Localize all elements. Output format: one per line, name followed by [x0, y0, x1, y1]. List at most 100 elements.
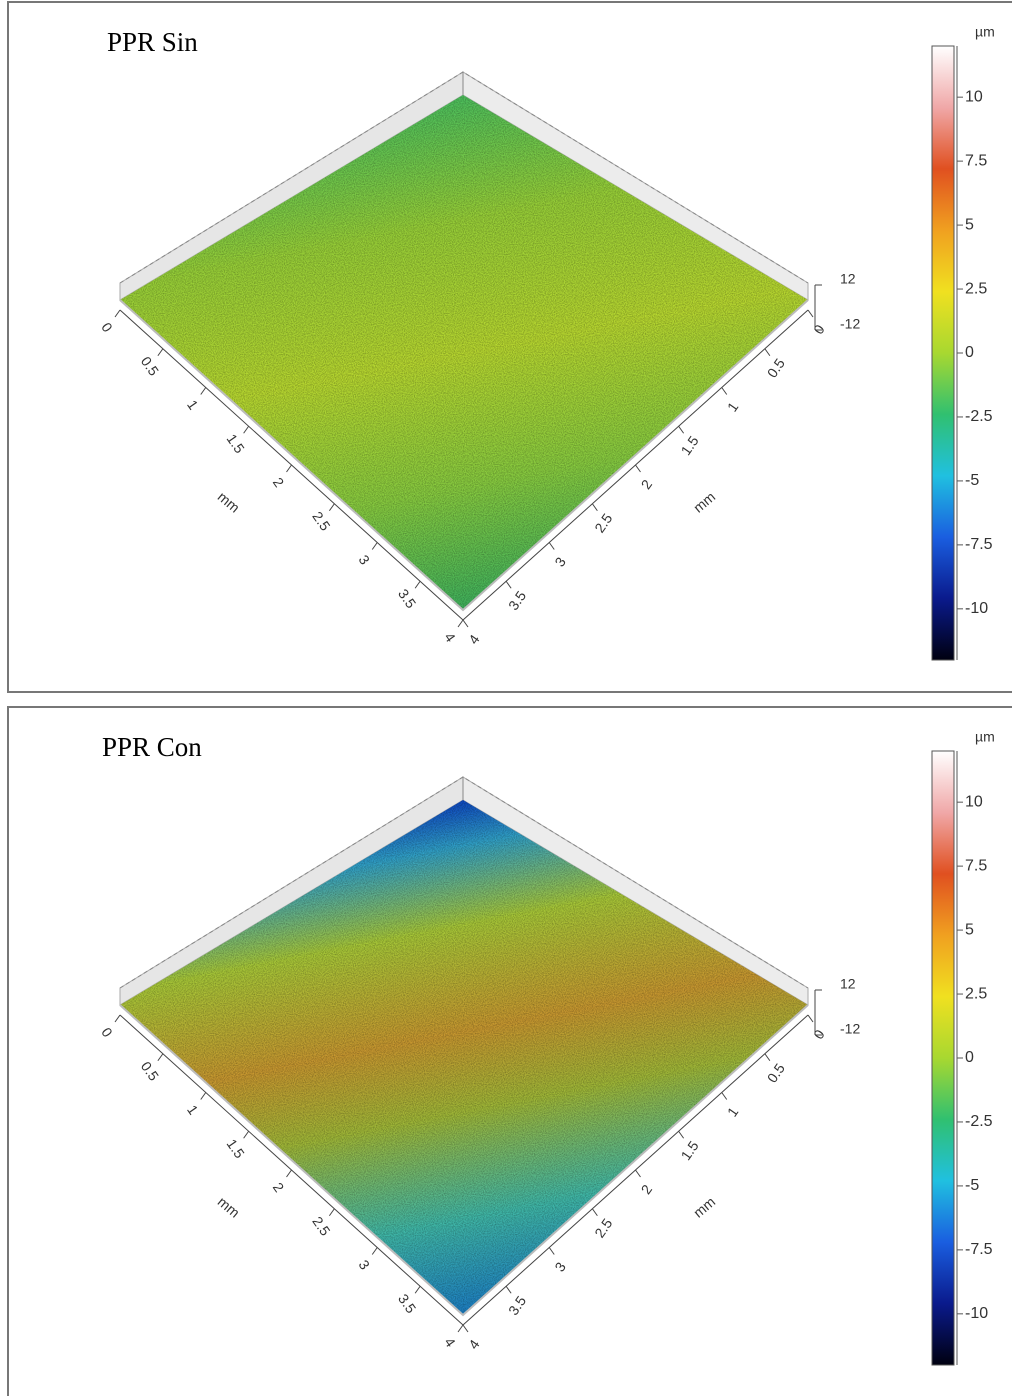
y-tick-label: 1: [724, 1104, 742, 1120]
y-tick: [505, 1285, 512, 1294]
x-tick: [114, 1014, 121, 1023]
x-tick: [157, 348, 164, 357]
y-tick-label: 3: [551, 554, 569, 570]
x-tick-label: 2.5: [309, 508, 333, 533]
x-tick: [457, 1324, 464, 1333]
x-tick: [243, 425, 250, 434]
x-tick-label: 0.5: [138, 1058, 162, 1083]
z-tick-label: -12: [840, 316, 860, 332]
y-tick: [462, 1324, 469, 1333]
colorbar-unit: µm: [975, 729, 995, 745]
y-tick-label: 1.5: [677, 1138, 701, 1163]
y-tick-label: 4: [465, 1336, 483, 1352]
x-tick-label: 3: [356, 1257, 374, 1273]
y-tick: [548, 1247, 555, 1255]
x-tick-label: 0: [98, 1024, 116, 1040]
y-tick-label: 2: [638, 476, 656, 492]
y-tick-label: 2.5: [591, 510, 615, 535]
z-tick-label: 12: [840, 976, 856, 992]
x-tick: [286, 1169, 292, 1178]
y-tick: [807, 309, 814, 318]
x-tick: [414, 1285, 421, 1294]
colorbar-tick-label: 7.5: [965, 857, 987, 874]
x-tick-label: 1: [184, 1102, 202, 1118]
colorbar-tick-label: -7.5: [965, 1241, 993, 1258]
colorbar-tick-label: 7.5: [965, 152, 987, 169]
colorbar: [931, 750, 955, 1366]
y-tick-label: 0.5: [764, 1060, 788, 1085]
x-tick-label: 0: [98, 319, 116, 335]
chart-title: PPR Con: [102, 732, 202, 762]
y-tick-label: 3.5: [505, 1293, 529, 1318]
x-tick: [286, 464, 292, 473]
y-tick-label: 4: [465, 631, 483, 647]
colorbar-tick-label: -10: [965, 1305, 988, 1322]
y-tick: [764, 348, 771, 357]
x-tick: [328, 503, 335, 512]
y-tick: [635, 1169, 641, 1178]
colorbar-tick-label: 5: [965, 921, 974, 938]
x-tick-label: 0.5: [138, 353, 162, 378]
colorbar-tick-label: -5: [965, 1177, 979, 1194]
z-tick-label: 12: [840, 271, 856, 287]
surface-texture: [120, 95, 808, 610]
x-tick: [200, 1092, 207, 1100]
y-tick-label: 3.5: [505, 588, 529, 613]
chart-title: PPR Sin: [107, 27, 198, 57]
x-tick: [114, 309, 121, 318]
y-tick: [635, 464, 641, 473]
x-tick-label: 2.5: [309, 1213, 333, 1238]
y-tick: [548, 542, 555, 550]
colorbar-unit: µm: [975, 24, 995, 40]
x-tick: [200, 387, 207, 395]
colorbar-tick-label: -10: [965, 600, 988, 617]
colorbar-tick-label: 10: [965, 793, 983, 810]
x-tick-label: 3.5: [395, 586, 419, 611]
colorbar-tick-label: -7.5: [965, 536, 993, 553]
surface-edge: [119, 299, 809, 612]
z-tick-label: -12: [840, 1021, 860, 1037]
y-tick: [721, 387, 728, 395]
y-tick: [678, 1130, 685, 1139]
colorbar-tick-label: 2.5: [965, 280, 987, 297]
x-tick: [414, 580, 421, 589]
panel-frame: [7, 1, 1012, 693]
x-tick-label: 4: [441, 629, 459, 645]
y-tick: [721, 1092, 728, 1100]
x-tick-label: 2: [270, 1179, 288, 1195]
x-tick: [328, 1208, 335, 1217]
x-tick-label: 2: [270, 474, 288, 490]
y-tick: [591, 1208, 598, 1217]
y-tick: [764, 1053, 771, 1062]
y-tick-label: 1.5: [677, 433, 701, 458]
x-tick: [371, 1247, 378, 1255]
y-tick: [505, 580, 512, 589]
x-axis-label: mm: [215, 1193, 243, 1220]
y-tick-label: 0: [810, 321, 828, 337]
x-tick-label: 1: [184, 397, 202, 413]
colorbar-tick-label: -2.5: [965, 1113, 993, 1130]
x-tick: [157, 1053, 164, 1062]
x-tick-label: 4: [441, 1334, 459, 1350]
x-tick-label: 3.5: [395, 1291, 419, 1316]
colorbar-tick-label: 5: [965, 216, 974, 233]
y-tick-label: 1: [724, 399, 742, 415]
y-tick: [678, 425, 685, 434]
y-tick-label: 3: [551, 1259, 569, 1275]
y-tick-label: 2.5: [591, 1215, 615, 1240]
surface-edge: [119, 1004, 809, 1317]
colorbar-tick-label: -5: [965, 472, 979, 489]
surface-texture: [120, 800, 808, 1315]
x-axis-label: mm: [215, 488, 243, 515]
x-tick: [371, 542, 378, 550]
colorbar-tick-label: 0: [965, 344, 974, 361]
x-tick: [243, 1130, 250, 1139]
y-tick-label: 0.5: [764, 355, 788, 380]
colorbar-tick-label: -2.5: [965, 408, 993, 425]
x-tick: [457, 619, 464, 628]
x-tick-label: 3: [356, 552, 374, 568]
y-axis-label: mm: [690, 488, 718, 515]
panel-frame: [7, 706, 1012, 1396]
y-tick: [807, 1014, 814, 1023]
